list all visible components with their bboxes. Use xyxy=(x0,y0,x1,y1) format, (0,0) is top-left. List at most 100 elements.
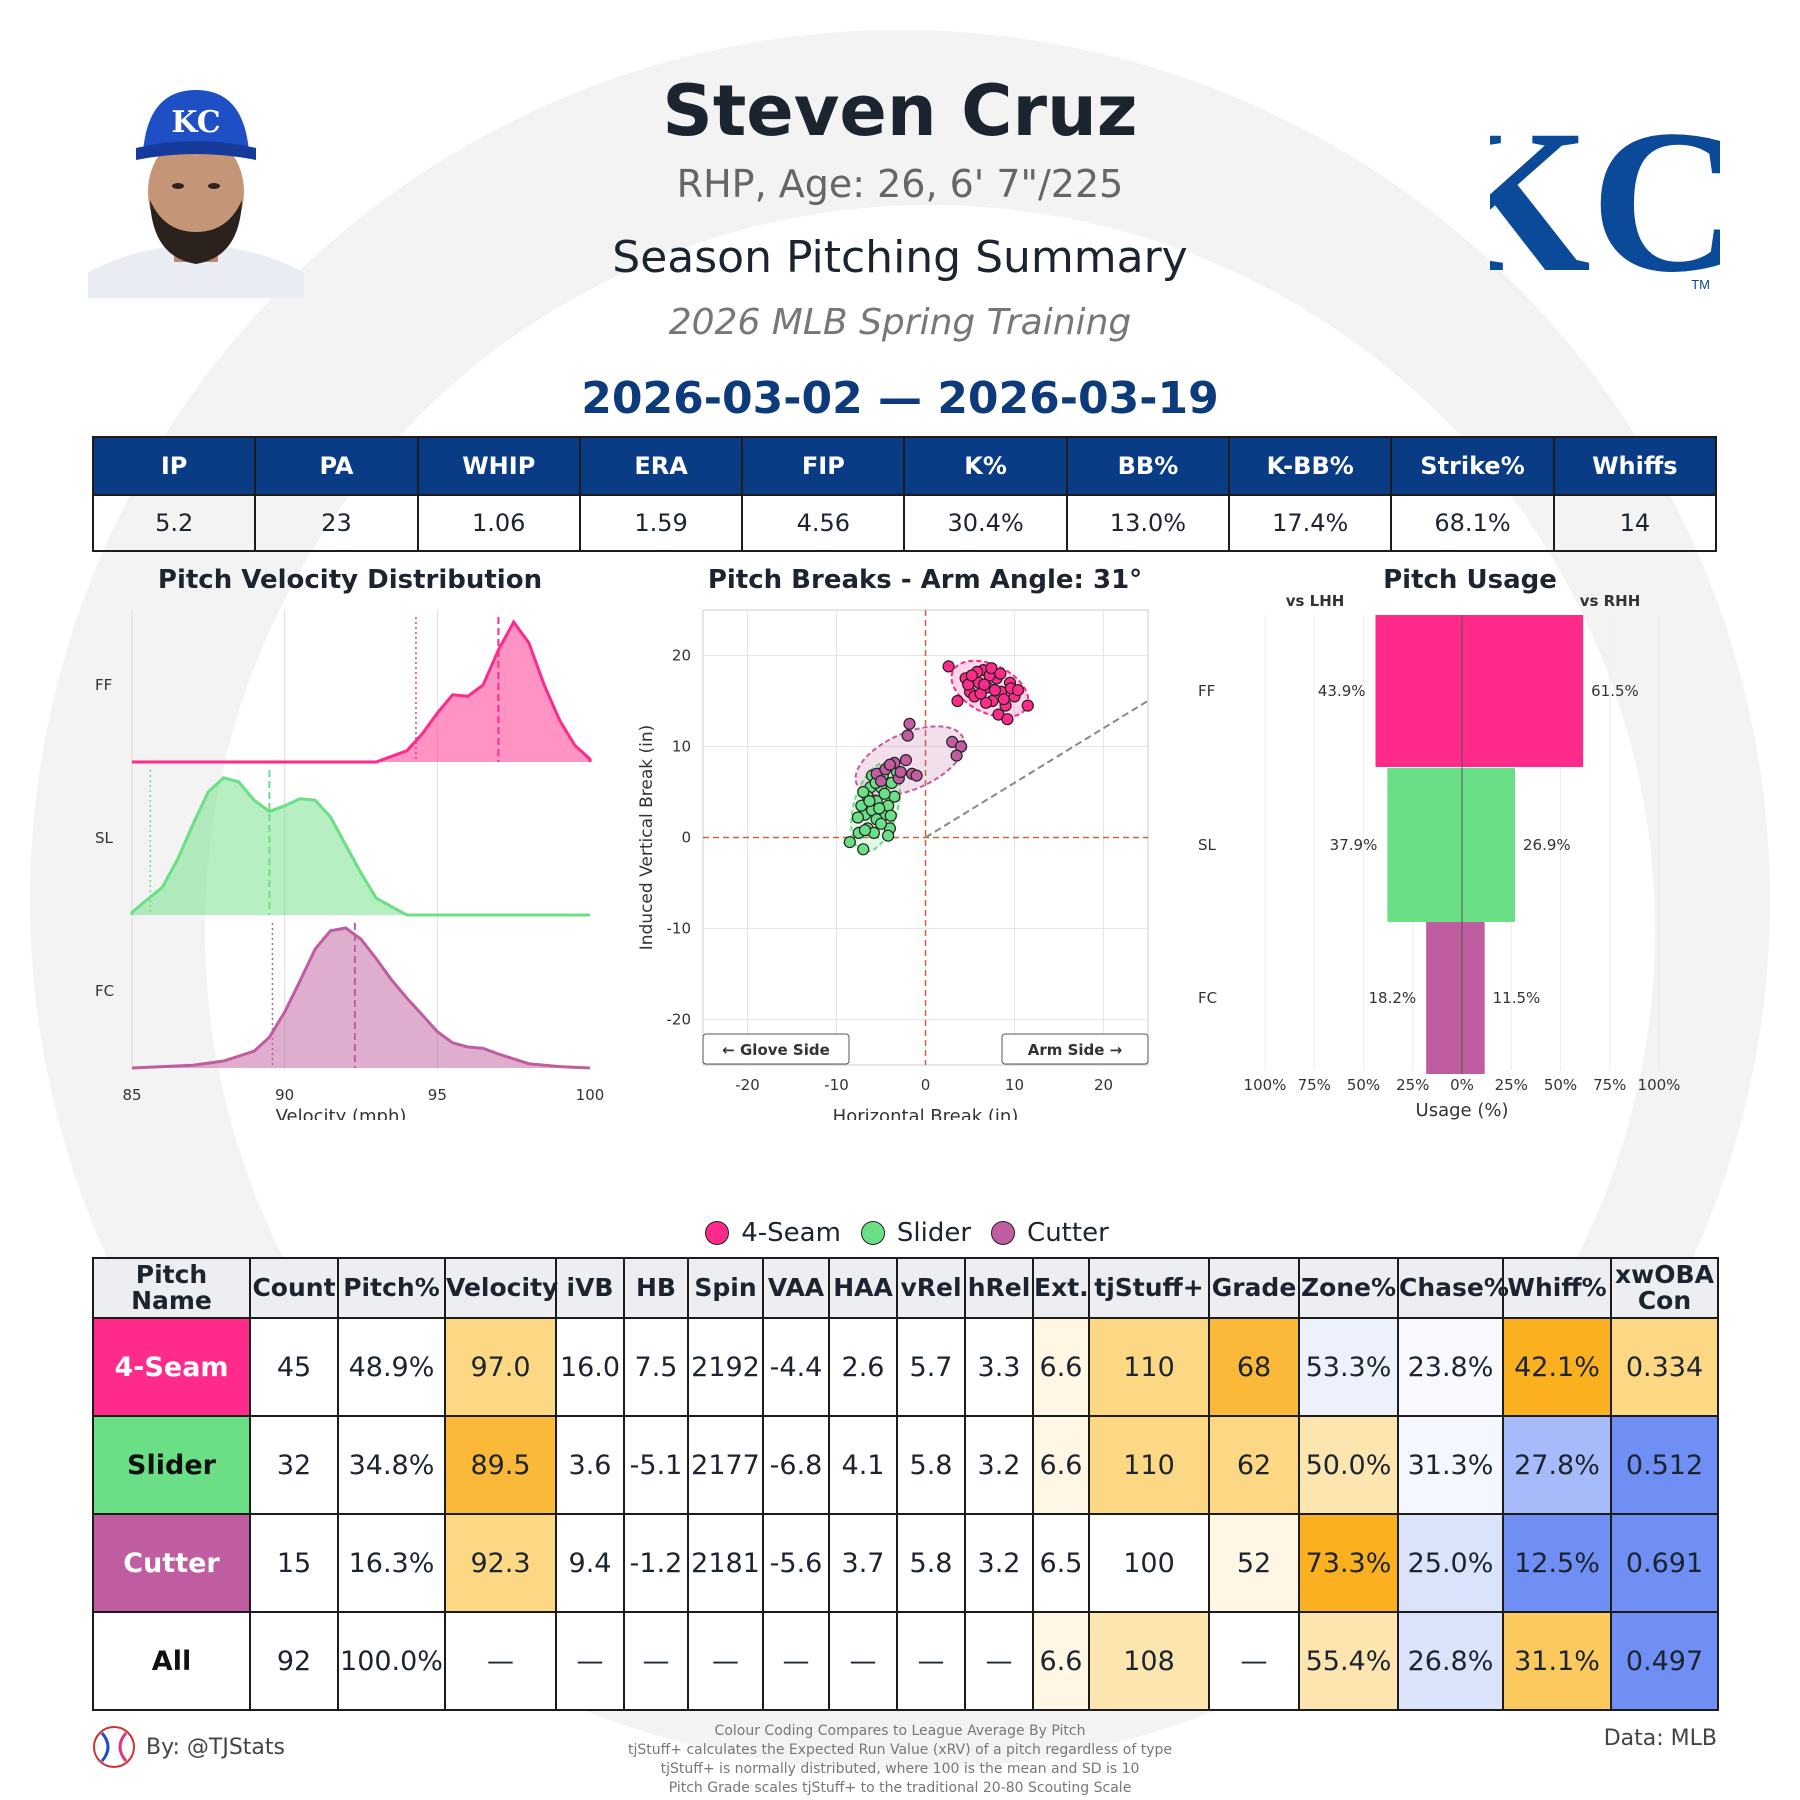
breaks-point-FC xyxy=(883,758,896,771)
velocity-density-line-FC xyxy=(131,926,591,1070)
stat-value: 5.2 xyxy=(91,494,257,552)
pitch-legend: 4-Seam Slider Cutter xyxy=(600,1218,1200,1248)
breaks-point-SL xyxy=(843,836,856,849)
pitch-metric-cell: 31.1% xyxy=(1502,1611,1612,1711)
pitch-table-header: Chase% xyxy=(1397,1257,1509,1319)
pitch-metric-cell: 100.0% xyxy=(337,1611,446,1711)
pitch-metric-cell: 50.0% xyxy=(1298,1415,1399,1515)
table-row: Slider 32 34.8% 89.5 3.6 -5.1 2177 -6.8 4.1 5.8 3.… xyxy=(92,1415,1719,1515)
pitch-metric-cell: 3.3 xyxy=(964,1317,1034,1417)
breaks-y-tick: 0 xyxy=(681,829,691,847)
stat-header: K% xyxy=(903,436,1068,496)
note-line: Pitch Grade scales tjStuff+ to the tradi… xyxy=(668,1780,1132,1796)
pitch-metric-cell: 0.497 xyxy=(1610,1611,1719,1711)
pitch-metric-cell: -5.6 xyxy=(762,1513,830,1613)
breaks-y-label: Induced Vertical Break (in) xyxy=(637,725,657,951)
methodology-notes: Colour Coding Compares to League Average… xyxy=(600,1722,1200,1798)
pitch-metric-cell: 4.1 xyxy=(828,1415,898,1515)
breaks-point-SL xyxy=(857,843,870,856)
pitch-metric-cell: 89.5 xyxy=(444,1415,557,1515)
pitch-metric-cell: 48.9% xyxy=(337,1317,446,1417)
breaks-y-tick: -20 xyxy=(667,1011,692,1029)
pitch-table-header: Velocity xyxy=(444,1257,558,1319)
breaks-point-FF xyxy=(979,696,993,709)
legend-sl-label: Slider xyxy=(896,1218,972,1248)
legend-fc-label: Cutter xyxy=(1027,1218,1109,1248)
pitch-metric-cell: 5.7 xyxy=(896,1317,966,1417)
velocity-tick-label: 90 xyxy=(275,1086,294,1104)
pitch-table-header: Pitch Name xyxy=(92,1257,251,1319)
arm-side-box xyxy=(1001,1033,1149,1065)
legend-fc-swatch xyxy=(991,1221,1016,1245)
pitch-metric-cell: 62 xyxy=(1208,1415,1300,1515)
pitch-table-header: xwOBA Con xyxy=(1610,1257,1719,1319)
pitch-table-header: HB xyxy=(623,1257,689,1319)
pitch-table-header: hRel xyxy=(964,1257,1034,1319)
breaks-x-tick: 10 xyxy=(1005,1076,1024,1094)
pitch-metric-cell: -4.4 xyxy=(762,1317,830,1417)
pitch-metric-cell: — xyxy=(444,1611,557,1711)
breaks-x-tick: 20 xyxy=(1094,1076,1113,1094)
velocity-row-label: FF xyxy=(95,676,112,694)
pitch-metric-cell: 34.8% xyxy=(337,1415,446,1515)
pitch-metric-cell: 6.6 xyxy=(1032,1415,1090,1515)
stat-header: BB% xyxy=(1065,436,1231,496)
stat-value: 14 xyxy=(1552,494,1718,552)
pitch-table-header: Zone% xyxy=(1298,1257,1399,1319)
breaks-point-FF xyxy=(997,693,1010,706)
table-row: All 92 100.0% — — — — — — — —6.6 108—55.4% 26.8% 31.1… xyxy=(92,1611,1719,1711)
usage-row-label: SL xyxy=(1198,836,1217,854)
pitch-metric-cell: 68 xyxy=(1208,1317,1300,1417)
breaks-point-SL xyxy=(882,829,895,842)
stat-value: 1.59 xyxy=(578,494,744,552)
player-headshot: KC xyxy=(88,82,304,298)
tjstats-logo-icon xyxy=(93,1726,135,1768)
stat-value: 13.0% xyxy=(1065,494,1231,552)
pitch-table-header: HAA xyxy=(828,1257,898,1319)
pitch-metric-cell: 3.2 xyxy=(964,1513,1034,1613)
pitch-metric-cell: 97.0 xyxy=(444,1317,557,1417)
pitch-usage-chart: vs LHH vs RHH 43.9% 61.5% FF 37.9% 26.9% SL 18.2… xyxy=(1198,592,1680,1120)
usage-bar-lhh-SL xyxy=(1387,768,1462,922)
usage-left-label: vs LHH xyxy=(1286,592,1345,610)
stat-header: ERA xyxy=(578,436,744,496)
velocity-tick-label: 100 xyxy=(576,1086,605,1104)
breaks-chart-title: Pitch Breaks - Arm Angle: 31° xyxy=(707,565,1143,595)
pitch-metric-cell: 100 xyxy=(1088,1513,1210,1613)
usage-tick-label: 50% xyxy=(1347,1076,1380,1094)
pitch-metric-cell: 52 xyxy=(1208,1513,1300,1613)
arm-side-label: Arm Side → xyxy=(1028,1041,1123,1059)
breaks-point-FF xyxy=(994,667,1007,680)
velocity-density-line-FF xyxy=(132,619,592,764)
stat-header: K-BB% xyxy=(1228,436,1393,496)
breaks-point-FF xyxy=(1021,699,1034,712)
breaks-point-SL xyxy=(878,787,891,800)
pitch-metric-cell: -1.2 xyxy=(623,1513,689,1613)
usage-label-lhh: 18.2% xyxy=(1368,989,1416,1007)
pitch-metric-cell: 23.8% xyxy=(1397,1317,1504,1417)
pitch-metrics-table: Pitch Name Count Pitch% Velocity iVB HB Spin VA… xyxy=(92,1257,1719,1711)
pitch-table-header: Ext. xyxy=(1032,1257,1090,1319)
breaks-point-SL xyxy=(863,795,876,808)
pitch-metric-cell: 2181 xyxy=(687,1513,764,1613)
legend-ff-swatch xyxy=(705,1221,730,1245)
pitch-metric-cell: 6.6 xyxy=(1032,1317,1090,1417)
pitch-name-cell: Slider xyxy=(92,1415,251,1515)
pitch-metric-cell: — xyxy=(828,1611,898,1711)
pitch-table-header: vRel xyxy=(896,1257,966,1319)
stat-value: 4.56 xyxy=(741,494,906,552)
summary-title: Season Pitching Summary xyxy=(612,232,1188,283)
usage-tick-label: 25% xyxy=(1396,1076,1429,1094)
velocity-row-label: SL xyxy=(95,829,114,847)
pitch-table-header: Pitch% xyxy=(337,1257,446,1319)
usage-bar-rhh-FF xyxy=(1462,615,1584,767)
stat-header: IP xyxy=(91,436,257,496)
breaks-point-FF xyxy=(1012,683,1025,697)
breaks-point-FF xyxy=(985,662,998,675)
pitch-table-header: Spin xyxy=(687,1257,764,1319)
pitch-metric-cell: — xyxy=(687,1611,764,1711)
breaks-point-SL xyxy=(851,811,864,824)
pitch-metric-cell: 55.4% xyxy=(1298,1611,1399,1711)
usage-bar-lhh-FF xyxy=(1375,615,1462,767)
breaks-point-FC xyxy=(874,775,888,788)
